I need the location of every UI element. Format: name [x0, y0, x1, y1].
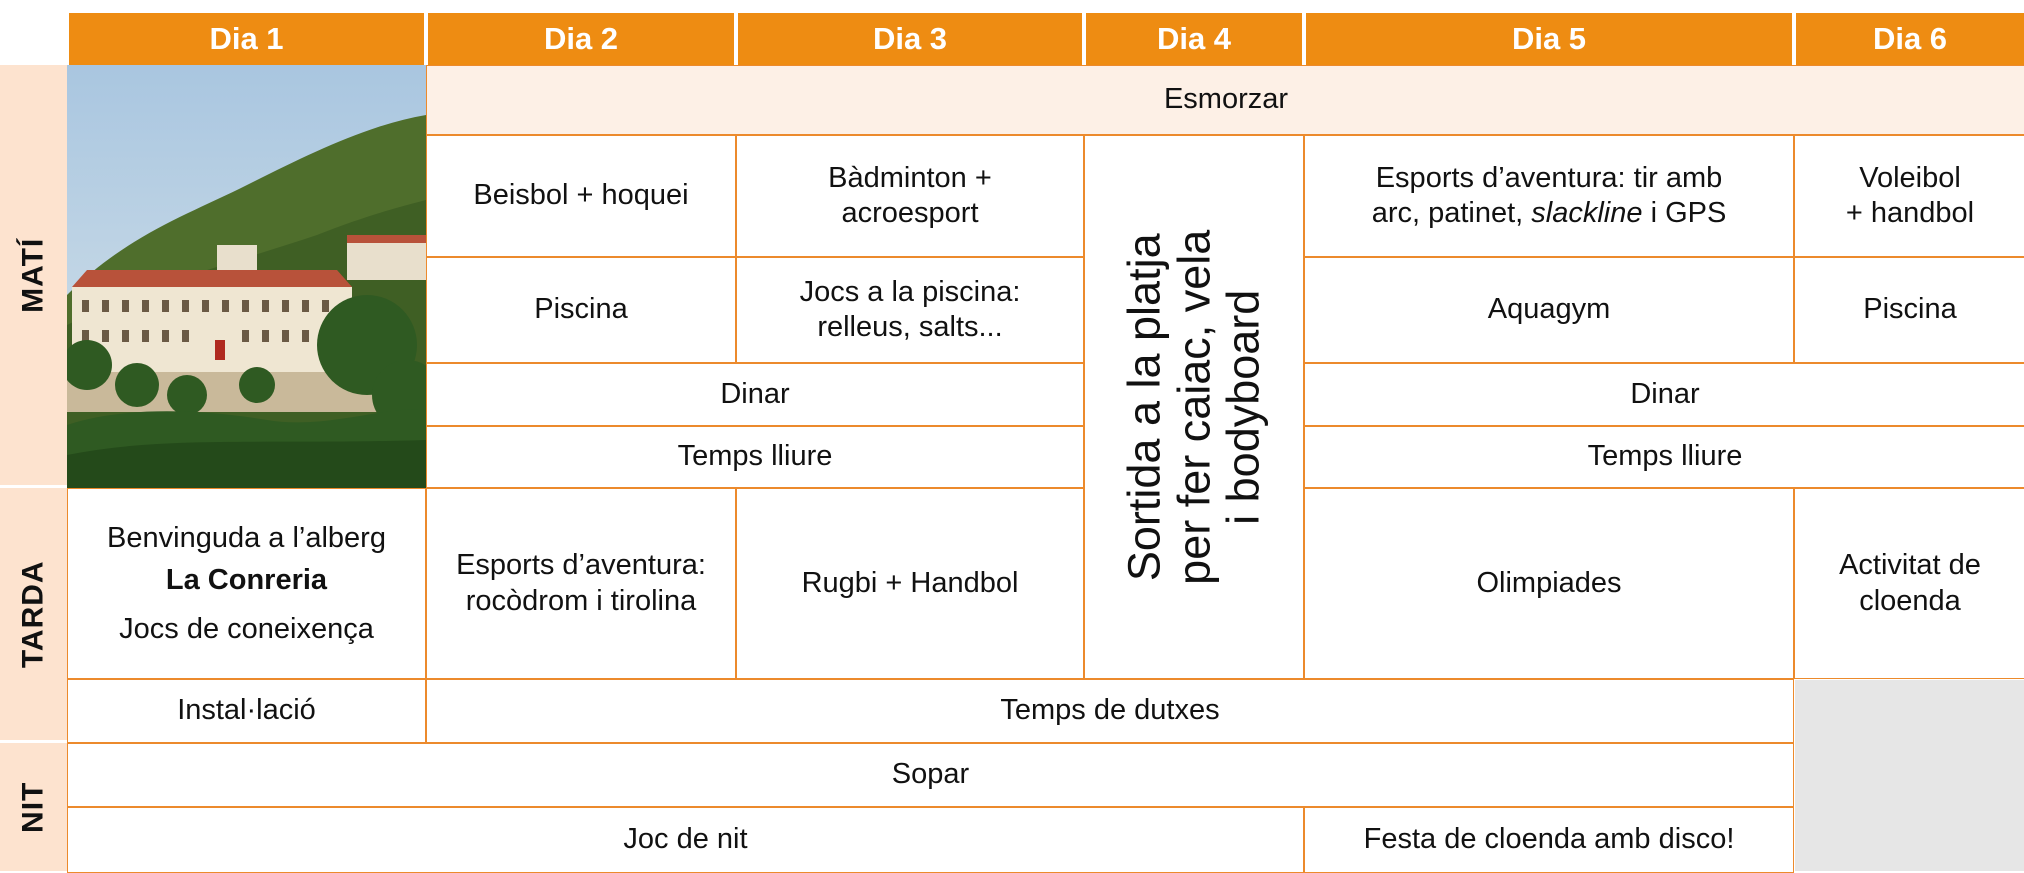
- cell-text: Aquagym: [1487, 293, 1611, 326]
- cell-text: arc, patinet,: [1371, 197, 1524, 229]
- cell: Activitat de cloenda: [1794, 488, 2024, 679]
- cell: Voleibol + handbol: [1794, 135, 2024, 257]
- cell-text: rocòdrom i tirolina: [465, 584, 697, 617]
- cell-line: arc, patinet, slackline i GPS: [1372, 196, 1727, 231]
- day-header: Dia 2: [426, 13, 736, 65]
- cell: Olimpiades: [1304, 488, 1794, 679]
- day-header: Dia 6: [1794, 13, 2024, 65]
- cell-text: Esports d’aventura:: [456, 549, 706, 582]
- day-header: Dia 3: [736, 13, 1084, 65]
- cell-text: Joc de nit: [623, 823, 748, 856]
- cell: Rugbi + Handbol: [736, 488, 1084, 679]
- cell-text: Instal·lació: [177, 694, 316, 727]
- cell-text: relleus, salts...: [817, 311, 1003, 343]
- cell: Dinar: [1304, 363, 2024, 426]
- cell-text: Rugbi + Handbol: [801, 566, 1019, 599]
- cell-text: Temps lliure: [1587, 440, 1743, 473]
- cell-text: Bàdminton +: [828, 161, 992, 194]
- cell-text: Voleibol: [1859, 161, 1961, 194]
- day-header: Dia 4: [1084, 13, 1304, 65]
- cell-text: Sopar: [891, 758, 970, 791]
- cell-text: Dinar: [1630, 377, 1700, 410]
- cell: Benvinguda a l’alberg La Conreria Jocs de …: [67, 488, 426, 679]
- cell: Dinar: [426, 363, 1084, 426]
- cell: Esports d’aventura: tir amb arc, patinet,…: [1304, 135, 1794, 257]
- cell-text: i GPS: [1650, 197, 1727, 229]
- cell-text: acroesport: [841, 197, 979, 229]
- cell: Festa de cloenda amb disco!: [1304, 807, 1794, 873]
- cell: Esmorzar: [426, 65, 2024, 135]
- cell: Joc de nit: [67, 807, 1304, 873]
- cell-text: per fer caiac, vela: [1168, 229, 1220, 585]
- cell-text: La Conreria: [165, 564, 328, 597]
- period-label: TARDA: [0, 488, 67, 743]
- cell-text: Festa de cloenda amb disco!: [1363, 823, 1735, 856]
- day-header: Dia 1: [67, 13, 426, 65]
- cell-text: Piscina: [534, 293, 628, 326]
- cell: Temps lliure: [426, 426, 1084, 488]
- cell: Aquagym: [1304, 257, 1794, 363]
- cell-text: i bodyboard: [1217, 289, 1269, 525]
- cell-text: Temps de dutxes: [1000, 694, 1220, 727]
- cell-text: cloenda: [1859, 584, 1961, 617]
- cell-text: Jocs de coneixença: [119, 612, 374, 645]
- period-text: TARDA: [16, 560, 50, 668]
- hostel-photo: [67, 65, 426, 488]
- cell-text: Temps lliure: [677, 440, 833, 473]
- cell: Piscina: [426, 257, 736, 363]
- cell-text: + handbol: [1845, 197, 1975, 229]
- cell-text: Beisbol + hoquei: [473, 179, 689, 212]
- cell: Beisbol + hoquei: [426, 135, 736, 257]
- empty-cell: [1795, 680, 2024, 871]
- cell-text: Olimpiades: [1476, 566, 1622, 599]
- cell-text: Activitat de: [1839, 549, 1981, 582]
- cell: Temps lliure: [1304, 426, 2024, 488]
- cell: Bàdminton + acroesport: [736, 135, 1084, 257]
- cell: Jocs a la piscina: relleus, salts...: [736, 257, 1084, 363]
- cell: Instal·lació: [67, 679, 426, 743]
- cell-text: Esports d’aventura: tir amb: [1375, 161, 1723, 194]
- cell: Piscina: [1794, 257, 2024, 363]
- cell-text: Jocs a la piscina:: [799, 275, 1021, 308]
- period-label: NIT: [0, 743, 67, 871]
- cell: Esports d’aventura: rocòdrom i tirolina: [426, 488, 736, 679]
- day-header: Dia 5: [1304, 13, 1794, 65]
- cell-text: Dinar: [720, 377, 790, 410]
- period-text: NIT: [16, 781, 50, 833]
- cell-text: Benvinguda a l’alberg: [107, 522, 386, 555]
- cell-text: slackline: [1531, 197, 1643, 229]
- cell-text: Esmorzar: [1163, 83, 1289, 116]
- cell: Sopar: [67, 743, 1794, 807]
- cell-text: Piscina: [1863, 293, 1957, 326]
- cell: Temps de dutxes: [426, 679, 1794, 743]
- cell: Sortida a la platja per fer caiac, vela i …: [1084, 135, 1304, 679]
- period-label: MATÍ: [0, 65, 67, 488]
- period-text: MATÍ: [16, 237, 50, 313]
- cell-text: Sortida a la platja: [1118, 233, 1170, 581]
- vertical-text: Sortida a la platja per fer caiac, vela i …: [1118, 229, 1269, 585]
